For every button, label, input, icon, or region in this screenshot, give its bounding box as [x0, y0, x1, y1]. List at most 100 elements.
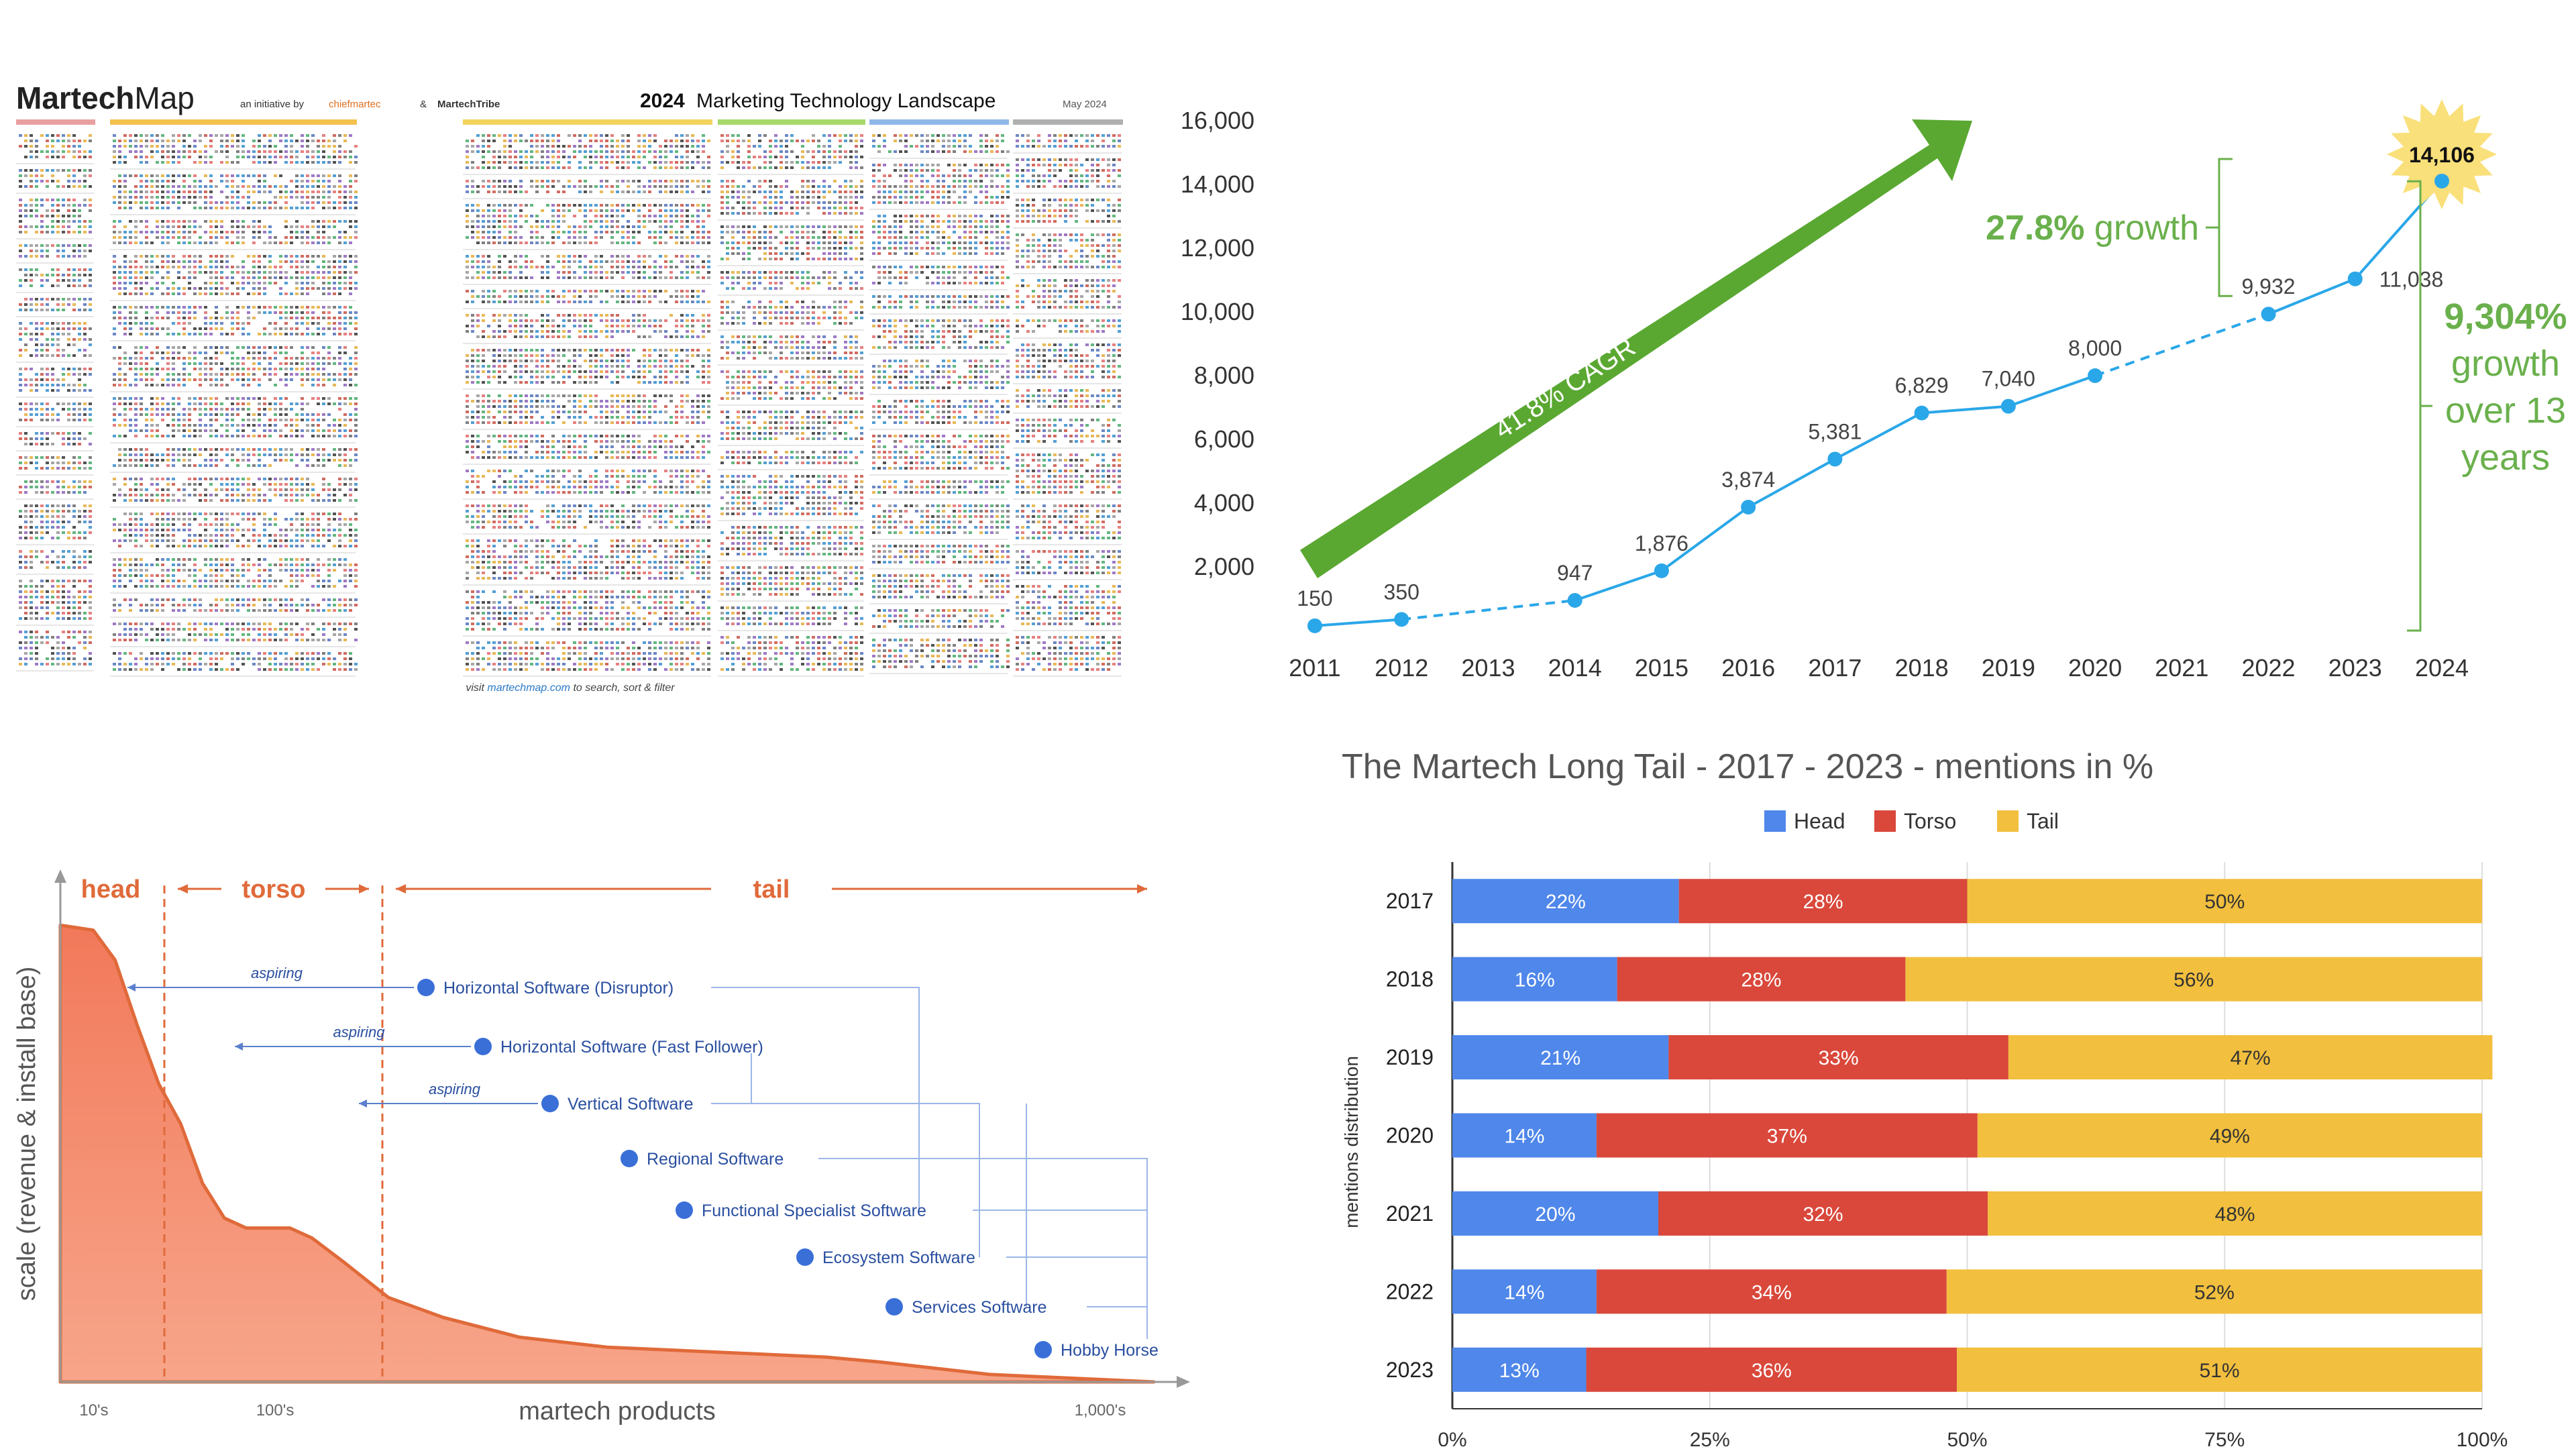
map-vendor-logo — [231, 140, 234, 142]
map-vendor-logo — [134, 368, 138, 370]
map-vendor-logo — [118, 287, 121, 290]
map-vendor-logo — [67, 274, 70, 276]
map-vendor-logo — [19, 255, 22, 258]
map-vendor-logo — [274, 539, 277, 542]
map-vendor-logo — [471, 290, 474, 292]
map-vendor-logo — [637, 231, 641, 233]
map-vendor-logo — [279, 397, 282, 400]
map-vendor-logo — [600, 140, 603, 142]
map-vendor-logo — [118, 523, 121, 526]
map-vendor-logo — [172, 499, 175, 502]
map-vendor-logo — [317, 564, 320, 566]
map-vendor-logo — [62, 327, 65, 330]
map-vendor-logo — [209, 499, 213, 502]
map-vendor-logo — [209, 378, 213, 381]
map-vendor-logo — [498, 134, 501, 137]
map-vendor-logo — [193, 180, 197, 182]
map-vendor-logo — [696, 295, 700, 298]
map-vendor-logo — [306, 292, 309, 295]
map-vendor-logo — [225, 207, 229, 209]
map-vendor-logo — [150, 574, 154, 577]
map-vendor-logo — [333, 419, 336, 421]
map-vendor-logo — [72, 555, 76, 558]
map-vendor-logo — [72, 322, 76, 325]
map-vendor-logo — [188, 241, 191, 244]
map-vendor-logo — [263, 435, 266, 437]
map-vendor-logo — [707, 301, 710, 303]
map-vendor-logo — [46, 338, 49, 341]
map-vendor-logo — [301, 657, 304, 660]
map-vendor-logo — [225, 287, 229, 290]
map-vendor-logo — [686, 156, 689, 158]
map-vendor-logo — [150, 378, 154, 381]
map-vendor-logo — [258, 180, 261, 182]
map-vendor-logo — [322, 368, 325, 370]
map-vendor-logo — [279, 174, 282, 177]
map-vendor-logo — [231, 185, 234, 188]
map-vendor-logo — [231, 419, 234, 421]
map-vendor-logo — [338, 174, 341, 177]
map-vendor-logo — [118, 236, 121, 239]
map-vendor-logo — [62, 456, 65, 459]
map-vendor-logo — [525, 266, 528, 268]
map-vendor-logo — [72, 174, 76, 177]
map-vendor-logo — [156, 564, 159, 566]
map-vendor-logo — [492, 290, 496, 292]
map-vendor-logo — [306, 378, 309, 381]
map-vendor-logo — [258, 564, 261, 566]
map-vendor-logo — [311, 499, 315, 502]
map-vendor-logo — [263, 652, 266, 655]
map-vendor-logo — [322, 657, 325, 660]
map-vendor-logo — [290, 574, 293, 577]
map-vendor-logo — [301, 488, 304, 491]
map-vendor-logo — [172, 292, 175, 295]
map-vendor-logo — [546, 185, 549, 188]
map-vendor-logo — [188, 317, 191, 319]
map-vendor-logo — [225, 408, 229, 411]
map-vendor-logo — [669, 236, 673, 239]
map-vendor-logo — [466, 140, 469, 142]
map-vendor-logo — [306, 523, 309, 526]
map-vendor-logo — [83, 480, 87, 483]
map-vendor-logo — [311, 287, 315, 290]
map-vendor-logo — [134, 145, 138, 148]
map-vendor-logo — [354, 639, 358, 641]
map-vendor-logo — [156, 327, 159, 330]
map-vendor-logo — [284, 140, 288, 142]
map-vendor-logo — [680, 236, 684, 239]
map-vendor-logo — [123, 201, 127, 204]
map-vendor-logo — [156, 429, 159, 432]
map-vendor-logo — [664, 140, 667, 142]
map-vendor-logo — [343, 609, 347, 612]
map-vendor-logo — [231, 558, 234, 561]
map-vendor-logo — [35, 373, 38, 376]
map-vendor-logo — [166, 145, 170, 148]
map-vendor-logo — [252, 161, 256, 164]
map-vendor-logo — [514, 150, 517, 153]
map-vendor-logo — [193, 397, 197, 400]
map-vendor-logo — [258, 231, 261, 233]
map-vendor-logo — [140, 196, 143, 199]
map-vendor-logo — [338, 357, 341, 360]
map-vendor-logo — [24, 657, 28, 660]
map-vendor-logo — [46, 274, 49, 276]
map-vendor-logo — [67, 204, 70, 207]
map-vendor-logo — [279, 564, 282, 566]
map-vendor-logo — [349, 663, 352, 665]
map-vendor-logo — [247, 529, 250, 531]
map-vendor-logo — [322, 241, 325, 244]
map-vendor-logo — [220, 174, 223, 177]
map-vendor-logo — [680, 271, 684, 274]
map-vendor-logo — [35, 180, 38, 182]
map-vendor-logo — [209, 494, 213, 496]
map-vendor-logo — [333, 276, 336, 279]
map-vendor-logo — [696, 204, 700, 207]
map-vendor-logo — [594, 185, 598, 188]
map-vendor-logo — [140, 276, 143, 279]
map-vendor-logo — [51, 180, 54, 182]
map-vendor-logo — [177, 585, 180, 588]
map-vendor-logo — [35, 531, 38, 534]
map-vendor-logo — [161, 580, 164, 582]
map-vendor-logo — [322, 564, 325, 566]
map-vendor-logo — [51, 343, 54, 346]
